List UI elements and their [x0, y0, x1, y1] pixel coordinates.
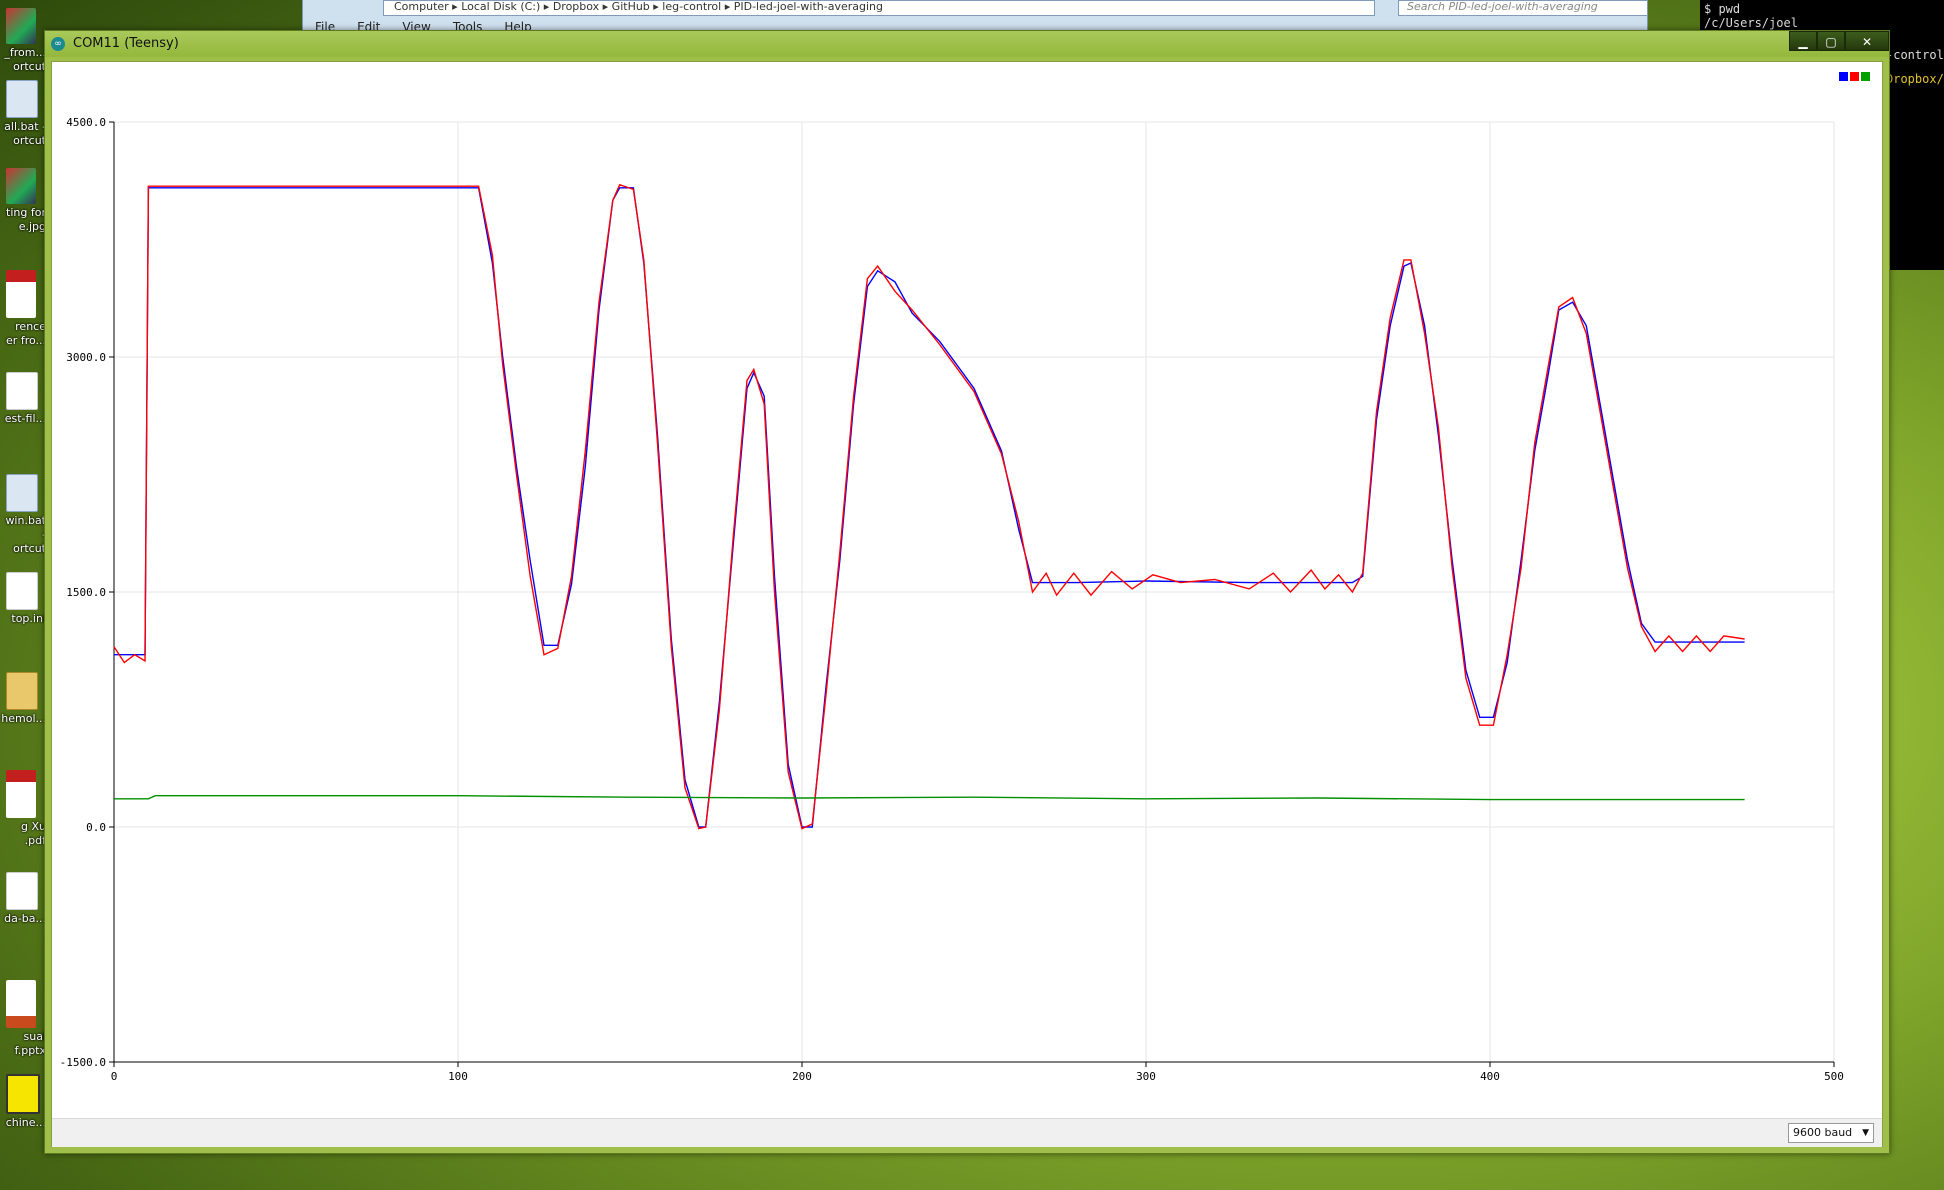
chevron-down-icon: ▼ [1862, 1128, 1869, 1138]
series-legend [1839, 72, 1870, 81]
plot-area: 4500.0 3000.0 1500.0 0.0 -1500.0 0 100 200 300 40… [52, 62, 1882, 1118]
arduino-icon: ∞ [51, 37, 65, 51]
pdf-file-icon [6, 270, 36, 318]
x-tick-label: 0 [111, 1070, 118, 1083]
y-tick-label: 4500.0 [66, 116, 106, 129]
file-file-icon [6, 872, 38, 910]
y-tick-label: 1500.0 [66, 586, 106, 599]
desktop-icon-label: sual [23, 1030, 47, 1043]
legend-swatch [1850, 72, 1859, 81]
serial-plotter-window: ∞ COM11 (Teensy) ▁ ▢ ✕ 4500.0 3000.0 1500.… [44, 30, 1890, 1154]
desktop-icon-label: est-fil... [4, 412, 46, 425]
desktop-icon-label: g Xu [21, 820, 46, 833]
desktop-icon-label: rence [15, 320, 46, 333]
desktop-icon-label: _from... [4, 46, 46, 59]
window-title: COM11 (Teensy) [73, 36, 179, 51]
terminal-line: /c/Users/joel [1704, 16, 1798, 30]
ppt-file-icon [6, 980, 36, 1028]
terminal-line: $ pwd [1704, 2, 1741, 16]
yellow-file-icon [6, 1074, 40, 1114]
desktop-icon-column: _from... ortcut all.bat - ortcut ting for e.j… [0, 0, 48, 1190]
x-tick-label: 200 [792, 1070, 812, 1083]
explorer-address-bar[interactable]: Computer ▸ Local Disk (C:) ▸ Dropbox ▸ G… [383, 0, 1375, 16]
desktop-icon[interactable]: da-ba... [0, 872, 46, 926]
desktop-icon-label: ting for [6, 206, 46, 219]
bat-file-icon [6, 474, 38, 512]
desktop-icon-label: ortcut [13, 542, 46, 555]
baud-rate-value: 9600 baud [1793, 1126, 1853, 1139]
file-file-icon [6, 572, 38, 610]
img-file-icon [6, 168, 36, 204]
desktop-icon-label: all.bat - [4, 120, 46, 133]
desktop-icon-label: chine... [5, 1116, 46, 1129]
desktop-icon[interactable]: chine... [0, 1074, 46, 1130]
desktop-icon-label: win.bat - [5, 514, 46, 541]
title-bar[interactable]: ∞ COM11 (Teensy) [45, 31, 1889, 57]
serial-plot-chart: 4500.0 3000.0 1500.0 0.0 -1500.0 0 100 200 300 40… [60, 116, 1844, 1083]
legend-swatch [1861, 72, 1870, 81]
desktop-icon-label: ortcut [13, 134, 46, 147]
folder-file-icon [6, 672, 38, 710]
series-line-3 [114, 795, 1745, 801]
terminal-line: -control [1886, 48, 1944, 62]
baud-rate-select[interactable]: 9600 baud ▼ [1788, 1123, 1874, 1143]
close-button[interactable]: ✕ [1845, 31, 1889, 51]
legend-swatch [1839, 72, 1848, 81]
desktop-icon[interactable]: top.ini [0, 572, 46, 626]
x-tick-label: 500 [1824, 1070, 1844, 1083]
desktop-icon-label: e.jpg [18, 220, 46, 233]
x-tick-label: 400 [1480, 1070, 1500, 1083]
desktop-icon[interactable]: ting for e.jpg [0, 168, 46, 234]
desktop-icon[interactable]: est-fil... [0, 372, 46, 426]
minimize-button[interactable]: ▁ [1789, 31, 1817, 51]
desktop-icon[interactable]: g Xu .pdf [0, 770, 46, 848]
plotter-bottom-bar: 9600 baud ▼ [52, 1118, 1882, 1147]
desktop-icon-label: f.pptx [14, 1044, 46, 1057]
desktop-icon-label: da-ba... [4, 912, 46, 925]
x-tick-label: 100 [448, 1070, 468, 1083]
desktop-icon-label: er fro... [6, 334, 46, 347]
desktop-icon[interactable]: rence er fro... [0, 270, 46, 348]
plotter-client-area: 4500.0 3000.0 1500.0 0.0 -1500.0 0 100 200 300 40… [51, 61, 1883, 1147]
series-line-2 [113, 183, 1745, 830]
file-file-icon [6, 372, 38, 410]
desktop-icon[interactable]: win.bat -ortcut [0, 474, 46, 556]
pdf-file-icon [6, 770, 36, 818]
y-tick-label: 3000.0 [66, 351, 106, 364]
explorer-search-input[interactable]: Search PID-led-joel-with-averaging [1398, 0, 1648, 16]
desktop-icon-label: top.ini [11, 612, 46, 625]
maximize-button[interactable]: ▢ [1817, 31, 1845, 51]
desktop-icon[interactable]: all.bat - ortcut [0, 80, 46, 148]
bat-file-icon [6, 80, 38, 118]
terminal-line: Dropbox/ [1886, 72, 1944, 86]
img-file-icon [6, 8, 36, 44]
desktop-icon[interactable]: hemol... [0, 672, 46, 726]
desktop-icon[interactable]: sual f.pptx [0, 980, 46, 1058]
desktop-icon-label: hemol... [1, 712, 46, 725]
desktop-icon-label: ortcut [13, 60, 46, 73]
y-tick-label: 0.0 [86, 821, 106, 834]
desktop-icon[interactable]: _from... ortcut [0, 8, 46, 74]
y-tick-label: -1500.0 [60, 1056, 106, 1069]
desktop-icon-label: .pdf [24, 834, 46, 847]
series-line-1 [114, 187, 1745, 828]
x-tick-label: 300 [1136, 1070, 1156, 1083]
